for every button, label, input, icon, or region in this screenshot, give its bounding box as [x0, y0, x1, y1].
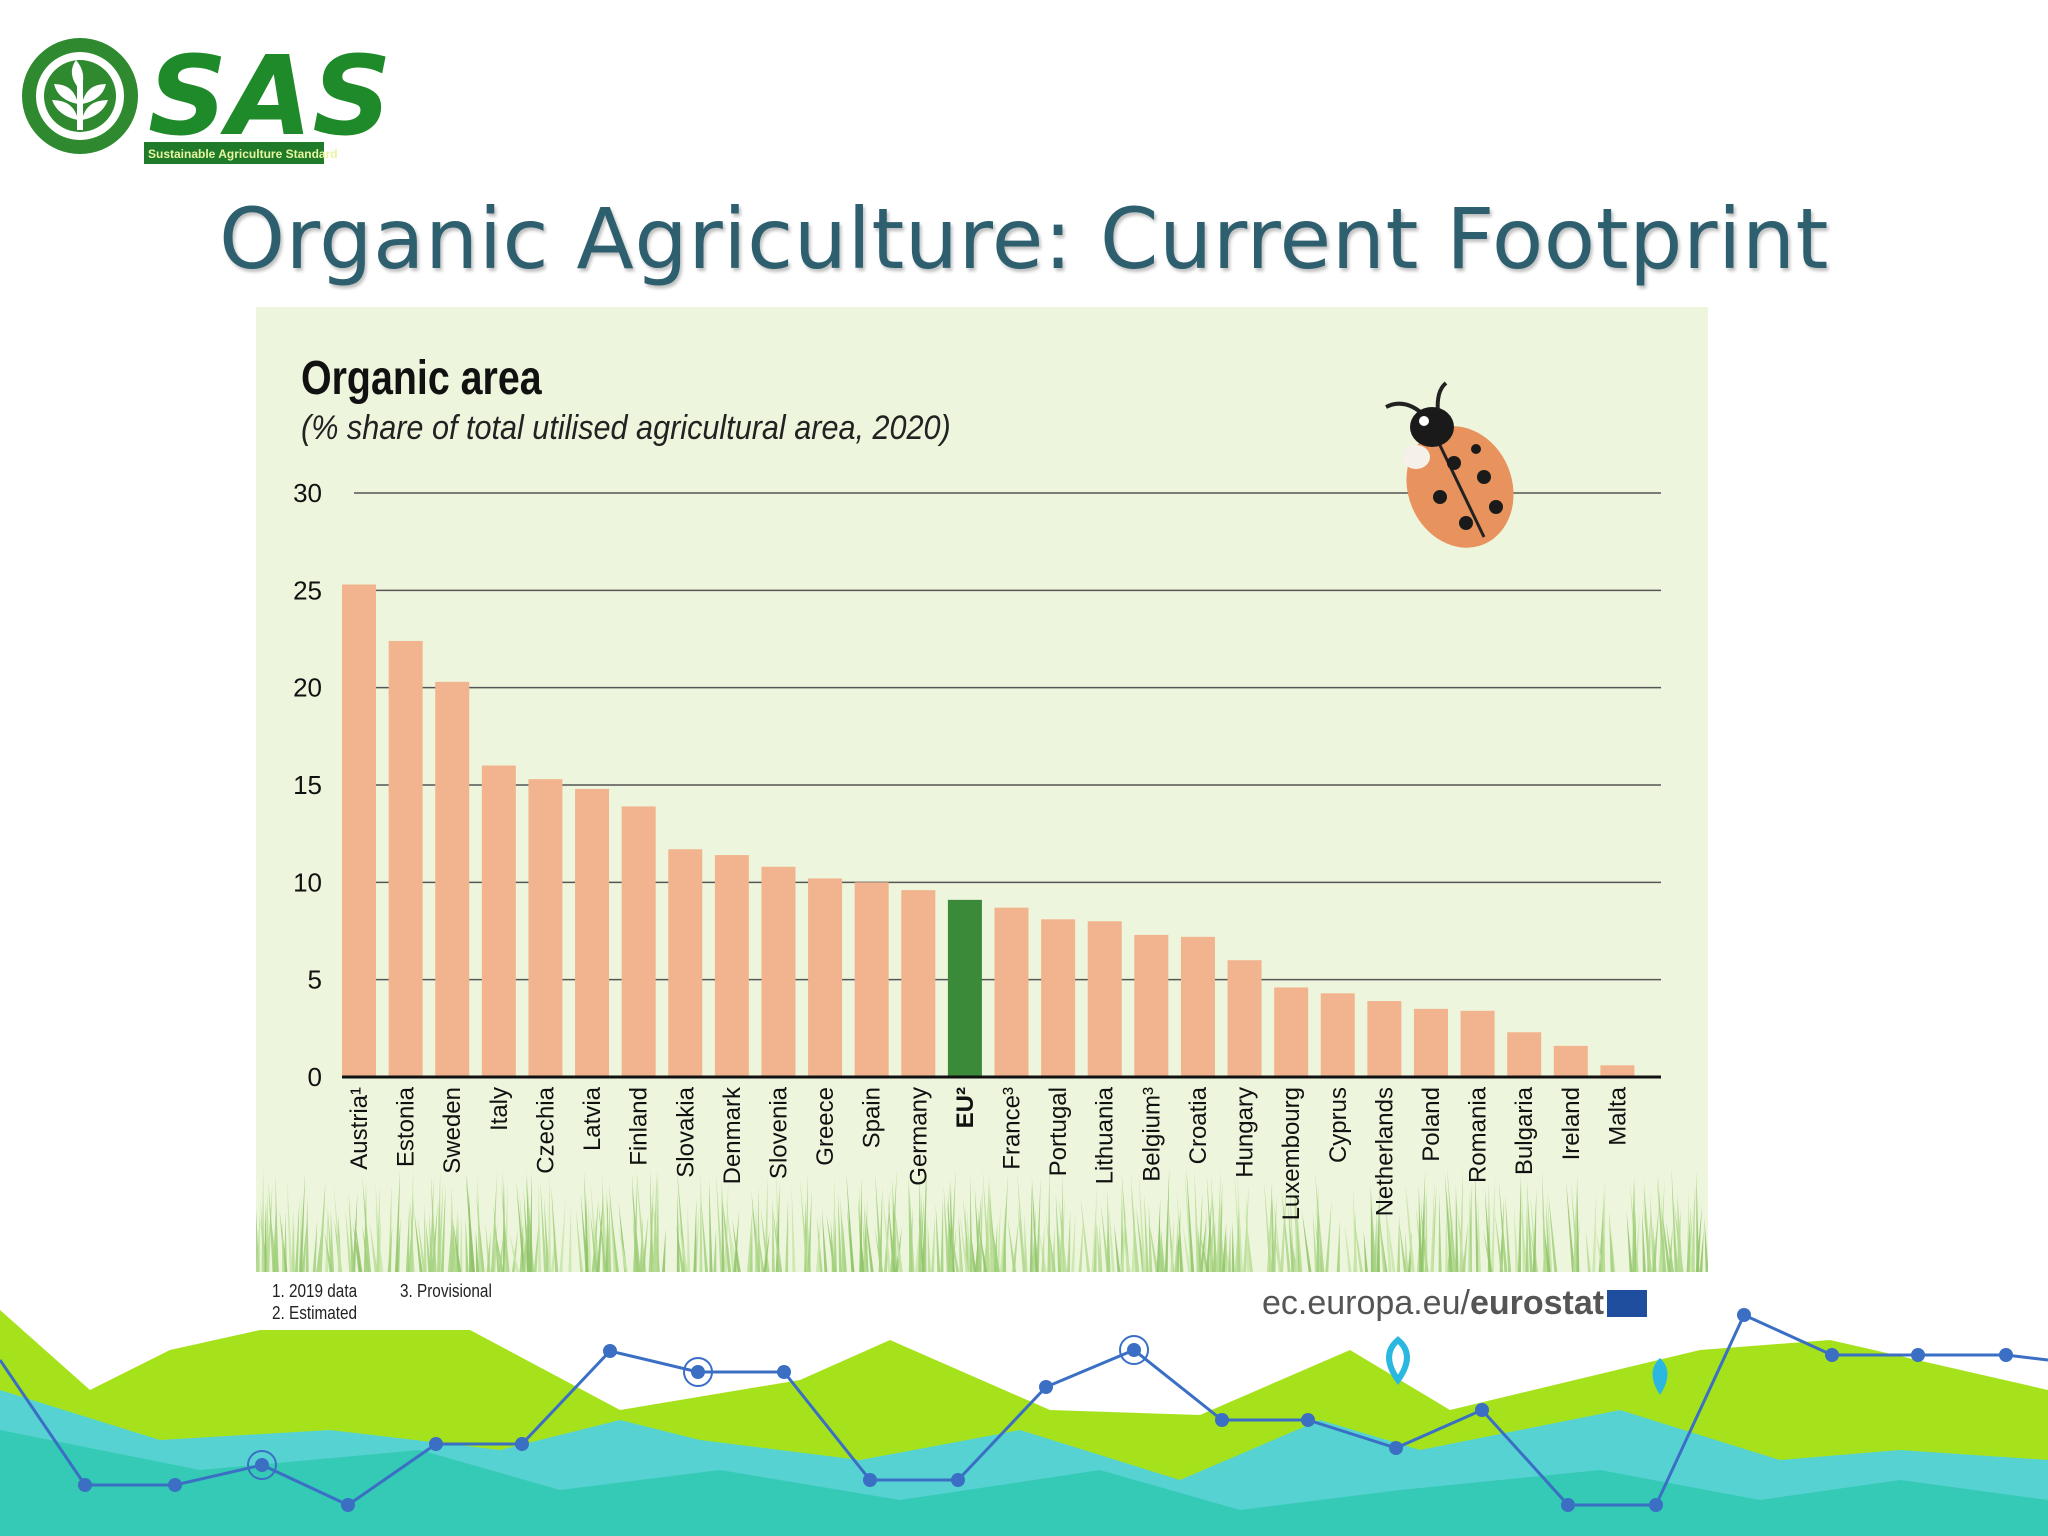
- bar-11: [854, 882, 889, 1077]
- x-tick-label: Croatia: [1185, 1086, 1212, 1164]
- bars: [342, 584, 1635, 1077]
- x-tick-label: Luxembourg: [1278, 1087, 1305, 1220]
- bar-8: [714, 855, 749, 1077]
- bar-24: [1460, 1010, 1495, 1077]
- source-prefix: ec.europa.eu/: [1262, 1284, 1470, 1322]
- bar-18: [1180, 936, 1215, 1077]
- x-tick-label: Estonia: [393, 1086, 420, 1167]
- bar-2: [435, 681, 470, 1077]
- x-tick-label: Lithuania: [1092, 1086, 1119, 1184]
- x-tick-label: EU²: [952, 1087, 979, 1128]
- bar-6: [621, 806, 656, 1077]
- leaf-circle-icon: [22, 38, 138, 154]
- bar-27: [1600, 1065, 1635, 1077]
- logo-tagline: Sustainable Agriculture Standard: [148, 147, 338, 161]
- bar-5: [575, 788, 610, 1077]
- x-tick-label: Greece: [812, 1087, 839, 1166]
- logo-text: SAS: [148, 32, 392, 160]
- bar-1: [388, 640, 423, 1077]
- bar-4: [528, 779, 563, 1077]
- x-tick-label: Finland: [626, 1087, 653, 1166]
- y-tick-label: 0: [308, 1062, 322, 1092]
- bar-7: [668, 849, 703, 1077]
- y-tick-label: 30: [293, 478, 322, 508]
- bar-0: [342, 584, 377, 1077]
- x-tick-label: Bulgaria: [1511, 1086, 1538, 1175]
- bar-15: [1041, 919, 1076, 1077]
- y-tick-label: 5: [308, 965, 322, 995]
- chart-title: Organic area: [301, 352, 542, 405]
- bar-23: [1413, 1008, 1448, 1077]
- y-tick-label: 10: [293, 867, 322, 897]
- x-tick-label: Poland: [1418, 1087, 1445, 1162]
- x-tick-label: Malta: [1604, 1086, 1631, 1145]
- eu-flag-icon: [1607, 1290, 1648, 1317]
- bar-3: [481, 765, 516, 1077]
- chart-panel: Organic area (% share of total utilised …: [256, 307, 1708, 1272]
- bar-13: [947, 899, 982, 1077]
- source-brand: eurostat: [1469, 1284, 1605, 1322]
- bar-12: [901, 890, 936, 1077]
- bar-10: [808, 878, 843, 1077]
- footnote-1: 1. 2019 data: [272, 1281, 358, 1301]
- y-tick-label: 25: [293, 575, 322, 605]
- sas-logo: SAS Sustainable Agriculture Standard: [22, 32, 392, 164]
- y-tick-label: 20: [293, 673, 322, 703]
- x-tick-label: Cyprus: [1325, 1087, 1352, 1163]
- y-tick-labels: 0 5 10 15 20 25 30: [293, 478, 322, 1092]
- x-tick-label: Denmark: [719, 1086, 746, 1184]
- bar-21: [1320, 993, 1355, 1077]
- bar-9: [761, 866, 796, 1077]
- x-tick-label: Sweden: [439, 1087, 466, 1174]
- x-tick-label: Spain: [859, 1087, 886, 1148]
- bar-22: [1367, 1001, 1402, 1077]
- bar-16: [1087, 921, 1122, 1077]
- x-tick-label: Ireland: [1558, 1087, 1585, 1160]
- x-tick-label: Hungary: [1232, 1087, 1259, 1178]
- bar-14: [994, 907, 1029, 1077]
- x-tick-label: Slovenia: [765, 1086, 792, 1179]
- x-tick-label: Belgium³: [1138, 1087, 1165, 1182]
- x-tick-label: Netherlands: [1371, 1087, 1398, 1216]
- x-tick-labels: Austria¹ Estonia Sweden Italy Czechia Latvia F…: [346, 1086, 1631, 1220]
- x-tick-label: Czechia: [532, 1086, 559, 1173]
- source-credit: ec.europa.eu/eurostat: [1262, 1284, 1648, 1323]
- x-tick-label: Slovakia: [672, 1086, 699, 1177]
- bar-19: [1227, 960, 1262, 1077]
- bar-25: [1507, 1032, 1542, 1077]
- bar-26: [1553, 1045, 1588, 1077]
- grass-decoration: [256, 1167, 1708, 1272]
- decorative-waves: [0, 1308, 2048, 1536]
- bar-20: [1274, 987, 1309, 1077]
- ladybug-icon: [1385, 381, 1514, 548]
- footnote-2: 2. Estimated: [272, 1303, 358, 1323]
- x-tick-label: France³: [999, 1087, 1026, 1170]
- x-tick-label: Romania: [1465, 1086, 1492, 1183]
- chart-subtitle: (% share of total utilised agricultural …: [301, 409, 951, 447]
- slide-title: Organic Agriculture: Current Footprint: [219, 190, 1829, 288]
- bar-17: [1134, 934, 1169, 1077]
- x-tick-label: Germany: [905, 1087, 932, 1186]
- bar-chart: 0 5 10 15 20 25 30 Austria¹ Estonia Sweden Italy C…: [293, 478, 1661, 1220]
- footnote-3: 3. Provisional: [400, 1281, 492, 1301]
- x-tick-label: Austria¹: [346, 1087, 373, 1170]
- x-tick-label: Italy: [486, 1087, 513, 1131]
- x-tick-label: Latvia: [579, 1086, 606, 1151]
- x-tick-label: Portugal: [1045, 1087, 1072, 1176]
- y-tick-label: 15: [293, 770, 322, 800]
